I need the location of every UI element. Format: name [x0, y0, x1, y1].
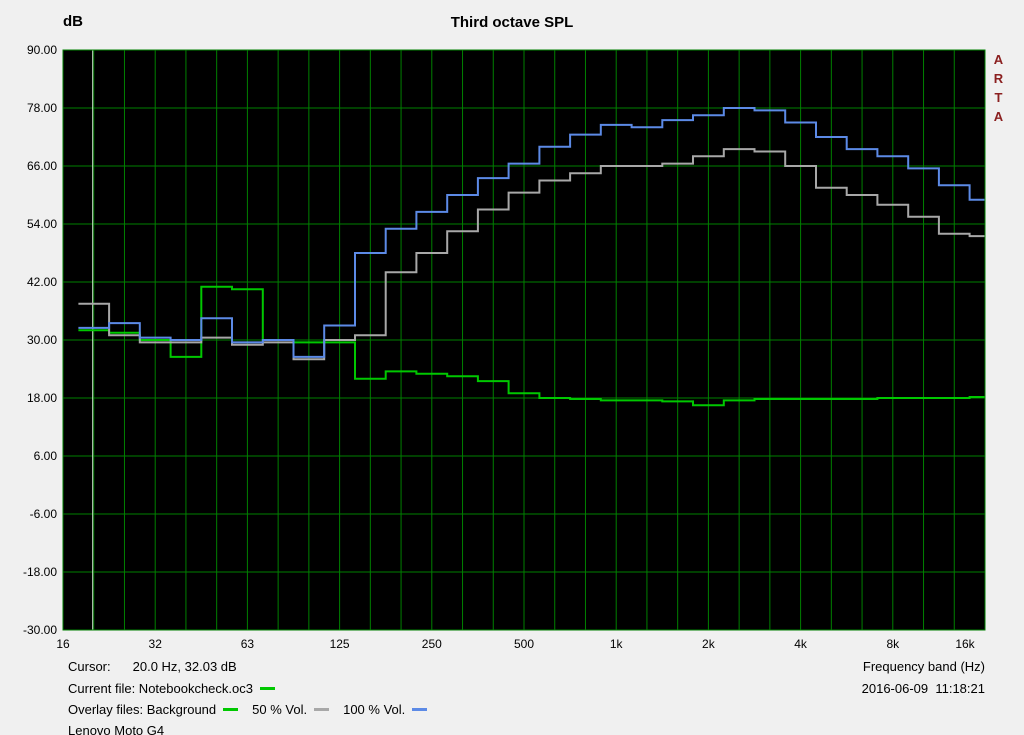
chart-title: Third octave SPL	[450, 14, 574, 31]
x-tick-label: 500	[514, 637, 534, 651]
overlay-50vol-color-swatch	[314, 708, 330, 711]
y-axis-unit-label: dB	[63, 13, 83, 30]
y-tick-label: -30.00	[23, 623, 57, 637]
x-tick-label: 1k	[610, 637, 624, 651]
arta-brand-label: ARTA	[991, 52, 1006, 128]
current-file-label: Current file: Notebookcheck.oc3	[68, 681, 253, 696]
cursor-readout: Cursor: 20.0 Hz, 32.03 dB	[68, 659, 237, 674]
x-tick-label: 4k	[794, 637, 808, 651]
y-tick-label: 66.00	[27, 159, 57, 173]
series-50-vol	[78, 148, 985, 361]
y-tick-label: 6.00	[34, 449, 58, 463]
y-tick-label: 54.00	[27, 217, 57, 231]
current-file-color-swatch	[259, 687, 275, 690]
overlay-name-50vol: 50 % Vol.	[252, 702, 308, 717]
x-tick-label: 2k	[702, 637, 716, 651]
overlay-name-background: Background	[146, 702, 217, 717]
series-background	[78, 285, 985, 407]
x-tick-label: 125	[330, 637, 350, 651]
plot-border	[62, 49, 986, 631]
series-100-vol	[78, 107, 985, 358]
x-tick-label: 250	[422, 637, 442, 651]
measurement-datetime: 2016-06-09 11:18:21	[861, 681, 985, 696]
x-tick-label: 63	[241, 637, 255, 651]
device-label: Lenovo Moto G4	[68, 723, 165, 735]
overlay-files-row: Overlay files: Background 50 % Vol. 100 …	[68, 702, 428, 717]
x-tick-label: 8k	[886, 637, 900, 651]
x-tick-label: 16	[56, 637, 70, 651]
cursor-value: 20.0 Hz, 32.03 dB	[132, 659, 237, 674]
overlay-files-label: Overlay files:	[68, 702, 144, 717]
y-tick-label: -6.00	[30, 507, 58, 521]
x-axis-title: Frequency band (Hz)	[862, 659, 985, 674]
y-tick-label: 78.00	[27, 101, 57, 115]
y-tick-label: 42.00	[27, 275, 57, 289]
overlay-name-100vol: 100 % Vol.	[343, 702, 406, 717]
y-tick-label: 18.00	[27, 391, 57, 405]
overlay-100vol-color-swatch	[412, 708, 428, 711]
x-tick-label: 32	[149, 637, 163, 651]
cursor-label: Cursor:	[68, 659, 111, 674]
y-tick-label: -18.00	[23, 565, 57, 579]
y-tick-label: 30.00	[27, 333, 57, 347]
overlay-background-color-swatch	[223, 708, 239, 711]
y-tick-label: 90.00	[27, 43, 57, 57]
current-file-row: Current file: Notebookcheck.oc3	[68, 681, 275, 696]
x-tick-label: 16k	[955, 637, 975, 651]
